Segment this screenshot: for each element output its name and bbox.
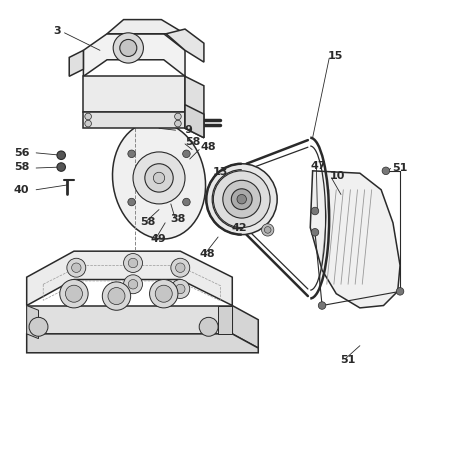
Circle shape	[150, 280, 178, 308]
Polygon shape	[166, 29, 204, 62]
Circle shape	[318, 302, 326, 310]
Text: 13: 13	[212, 167, 228, 177]
Circle shape	[174, 113, 181, 120]
Circle shape	[206, 164, 277, 235]
Text: 49: 49	[150, 234, 166, 244]
Text: 51: 51	[340, 355, 356, 365]
Polygon shape	[27, 306, 38, 338]
Circle shape	[231, 189, 252, 210]
Circle shape	[108, 288, 125, 305]
Circle shape	[124, 275, 143, 294]
Circle shape	[128, 258, 138, 268]
Circle shape	[175, 263, 185, 273]
Polygon shape	[83, 112, 185, 128]
Circle shape	[199, 318, 218, 336]
Circle shape	[213, 171, 270, 228]
Circle shape	[311, 207, 319, 215]
Circle shape	[154, 172, 164, 183]
Text: 42: 42	[231, 224, 247, 234]
Ellipse shape	[112, 121, 206, 239]
Circle shape	[67, 258, 86, 277]
Circle shape	[124, 254, 143, 273]
Circle shape	[264, 227, 271, 233]
Polygon shape	[83, 76, 185, 112]
Polygon shape	[69, 50, 83, 76]
Circle shape	[65, 285, 82, 302]
Circle shape	[85, 120, 91, 127]
Text: 58: 58	[185, 137, 201, 146]
Polygon shape	[27, 251, 232, 306]
Circle shape	[237, 194, 246, 204]
Polygon shape	[232, 306, 258, 348]
Text: 48: 48	[200, 142, 216, 152]
Polygon shape	[107, 19, 185, 34]
Circle shape	[223, 180, 261, 218]
Circle shape	[57, 151, 65, 159]
Circle shape	[182, 198, 190, 206]
Circle shape	[102, 282, 131, 310]
Text: 15: 15	[328, 52, 343, 62]
Circle shape	[262, 224, 274, 236]
Circle shape	[72, 263, 81, 273]
Text: 38: 38	[170, 214, 185, 224]
Circle shape	[128, 280, 138, 289]
Polygon shape	[27, 306, 232, 334]
Circle shape	[396, 288, 404, 295]
Circle shape	[29, 318, 48, 336]
Circle shape	[64, 280, 83, 299]
Circle shape	[85, 113, 91, 120]
Circle shape	[113, 33, 144, 63]
Circle shape	[145, 164, 173, 192]
Circle shape	[128, 150, 136, 157]
Circle shape	[171, 280, 190, 299]
Text: 56: 56	[14, 148, 29, 158]
Circle shape	[182, 150, 190, 157]
Circle shape	[120, 39, 137, 56]
Text: 58: 58	[140, 217, 155, 227]
Circle shape	[171, 258, 190, 277]
Circle shape	[57, 163, 65, 171]
Polygon shape	[310, 171, 400, 308]
Polygon shape	[185, 105, 204, 138]
Circle shape	[60, 280, 88, 308]
Circle shape	[133, 152, 185, 204]
Circle shape	[69, 284, 79, 294]
Text: 9: 9	[184, 125, 192, 135]
Circle shape	[155, 285, 172, 302]
Circle shape	[382, 167, 390, 174]
Polygon shape	[83, 34, 185, 76]
Polygon shape	[185, 76, 204, 124]
Text: 3: 3	[54, 27, 61, 36]
Circle shape	[311, 228, 319, 236]
Circle shape	[175, 284, 185, 294]
Polygon shape	[185, 112, 204, 138]
Text: 51: 51	[392, 164, 407, 173]
Text: 47: 47	[310, 161, 326, 171]
Circle shape	[128, 198, 136, 206]
Polygon shape	[218, 306, 232, 334]
Text: 48: 48	[199, 249, 215, 259]
Polygon shape	[27, 334, 258, 353]
Text: 10: 10	[330, 171, 346, 181]
Text: 40: 40	[14, 185, 29, 195]
Circle shape	[174, 120, 181, 127]
Text: 58: 58	[14, 162, 29, 172]
